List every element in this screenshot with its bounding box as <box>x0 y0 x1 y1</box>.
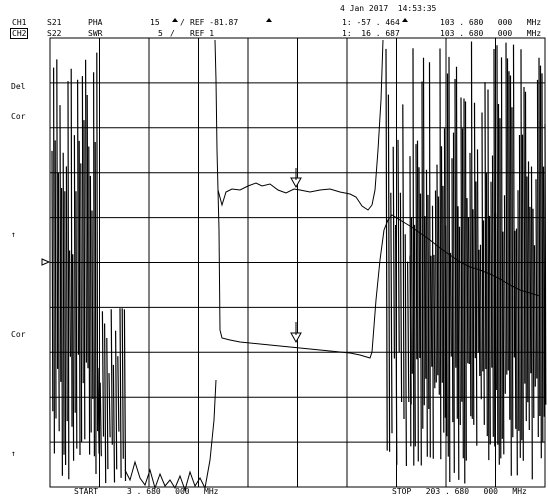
noise-region-right <box>385 41 547 484</box>
noise-trace <box>385 48 412 467</box>
cor-annotation-top: Cor <box>11 112 26 121</box>
ch1-scale: 15 <box>150 18 160 27</box>
marker-indicator-icon <box>266 18 272 22</box>
ch1-param: S21 <box>47 18 62 27</box>
ch2-marker-freq: 103 . 680 000 MHz <box>440 29 542 38</box>
ch2-label[interactable]: CH2 <box>10 28 29 39</box>
ch1-scale-sep: / <box>180 18 185 27</box>
stop-frequency: STOP 203 . 680 000 MHz <box>392 487 527 496</box>
ch1-format: PHA <box>88 18 103 27</box>
ch2-scale-sep: / <box>170 29 175 38</box>
ch2-param: S22 <box>47 29 62 38</box>
cor-annotation-bottom: Cor <box>11 330 26 339</box>
ch2-ref: REF 1 <box>190 29 215 38</box>
ch1-marker-freq: 103 . 680 000 MHz <box>440 18 542 27</box>
noise-trace <box>409 41 547 484</box>
ch1-marker-readout: 1: -57 . 464 <box>342 18 400 27</box>
noise-region-left <box>51 52 127 484</box>
arrow-up-icon: ↑ <box>11 449 16 458</box>
ch1-ref: REF -81.87 <box>190 18 239 27</box>
datetime-label: 4 Jan 2017 14:53:35 <box>340 4 437 13</box>
ch2-scale: 5 <box>158 29 163 38</box>
marker-indicator-icon <box>172 18 178 22</box>
marker-indicator-icon <box>402 18 408 22</box>
arrow-up-icon: ↑ <box>11 230 16 239</box>
noise-trace <box>97 308 127 484</box>
noise-trace <box>51 52 99 480</box>
reference-position-marker <box>41 258 51 266</box>
ch1-label[interactable]: CH1 <box>12 18 27 27</box>
start-frequency: START 3 . 680 000 MHz <box>74 487 219 496</box>
ch2-marker-readout: 1: 16 . 687 <box>342 29 400 38</box>
del-annotation: Del <box>11 82 26 91</box>
ch2-format: SWR <box>88 29 103 38</box>
